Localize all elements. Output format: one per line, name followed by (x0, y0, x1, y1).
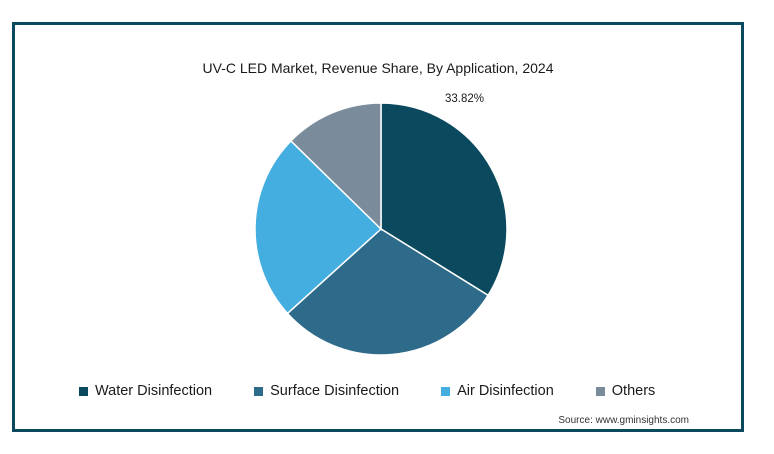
legend-label: Surface Disinfection (270, 383, 400, 399)
legend-label: Air Disinfection (457, 383, 554, 399)
legend-label: Water Disinfection (95, 383, 213, 399)
pie-slice-air-disinfection (254, 139, 383, 315)
source-note: Source: www.gminsights.com (558, 415, 689, 426)
pie-slice-surface-disinfection (286, 228, 490, 356)
data-label-water-disinfection: 33.82% (445, 93, 484, 105)
pie-slice-water-disinfection (380, 102, 508, 297)
legend-item-others: Others (595, 383, 656, 399)
legend-item-air-disinfection: Air Disinfection (441, 383, 554, 399)
legend-label: Others (611, 383, 656, 399)
legend-swatch-air (441, 386, 451, 396)
legend-swatch-others (595, 386, 605, 396)
legend-swatch-surface (254, 386, 264, 396)
legend-item-surface-disinfection: Surface Disinfection (254, 383, 399, 399)
chart-title: UV-C LED Market, Revenue Share, By Appli… (202, 60, 554, 76)
legend-swatch-water (79, 386, 88, 396)
chart-frame: UV-C LED Market, Revenue Share, By Appli… (12, 22, 744, 432)
legend: Water Disinfection Surface Disinfection … (79, 383, 655, 399)
pie-slice-others (289, 102, 382, 231)
pie-chart: 33.82% (254, 93, 508, 356)
legend-item-water-disinfection: Water Disinfection (79, 383, 212, 399)
